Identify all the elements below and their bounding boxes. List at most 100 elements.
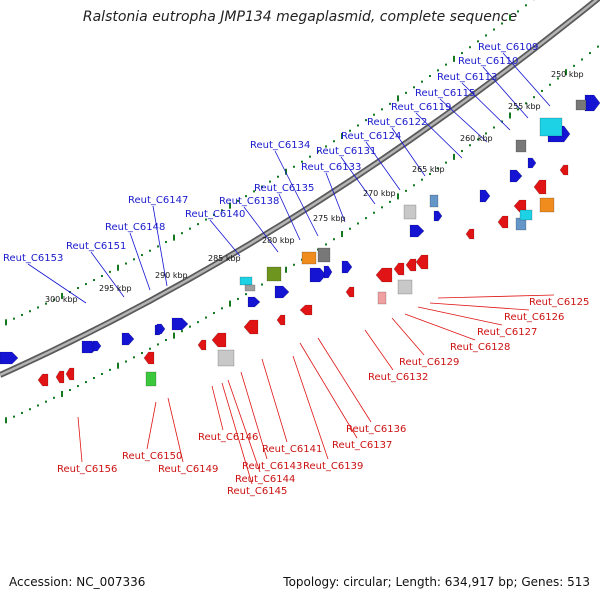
inner-tick-track-tick — [413, 184, 415, 187]
inner-tick-track-tick — [573, 64, 575, 67]
leader-line-bottom — [227, 379, 261, 473]
outer-tick-track-tick — [365, 119, 367, 122]
misc-feature — [397, 279, 413, 295]
misc-feature — [239, 276, 253, 286]
inner-tick-track-tick — [461, 150, 463, 153]
gene-label-bottom: Reut_C6136 — [346, 424, 406, 435]
inner-tick-track-tick — [453, 153, 455, 160]
gene-label-top: Reut_C6153 — [3, 253, 63, 264]
leader-line-top — [391, 127, 426, 177]
misc-feature — [429, 194, 439, 208]
leader-line-bottom — [404, 313, 476, 341]
inner-tick-track-tick — [445, 161, 447, 164]
kbp-label: 290 kbp — [155, 271, 188, 280]
inner-tick-track-tick — [261, 283, 263, 286]
reverse-gene — [415, 254, 429, 270]
gene-label-top: Reut_C6113 — [437, 72, 497, 83]
inner-tick-track-tick — [149, 347, 151, 350]
leader-line-bottom — [146, 401, 157, 450]
misc-feature — [317, 247, 331, 263]
outer-tick-track-tick — [117, 264, 119, 271]
inner-tick-track-tick — [53, 396, 55, 399]
kbp-label: 280 kbp — [262, 236, 295, 245]
outer-tick-track-tick — [357, 124, 359, 127]
gene-label-top: Reut_C6134 — [250, 140, 310, 151]
outer-tick-track-tick — [485, 34, 487, 37]
reverse-gene — [55, 370, 65, 384]
reverse-gene — [143, 351, 155, 365]
outer-tick-track-tick — [93, 279, 95, 282]
leader-line-top — [482, 66, 529, 119]
gene-label-bottom: Reut_C6144 — [235, 474, 295, 485]
gene-label-top: Reut_C6135 — [254, 183, 314, 194]
misc-feature — [519, 209, 533, 221]
inner-tick-track-tick — [221, 307, 223, 310]
leader-line-bottom — [417, 306, 503, 326]
outer-tick-track-tick — [389, 102, 391, 105]
inner-tick-track-tick — [141, 352, 143, 355]
inner-tick-track-tick — [517, 108, 519, 111]
leader-line-top — [278, 193, 301, 241]
gene-label-bottom: Reut_C6132 — [368, 372, 428, 383]
reverse-gene — [299, 304, 313, 316]
inner-tick-track-tick — [293, 263, 295, 266]
inner-tick-track-tick — [525, 102, 527, 105]
inner-tick-track-tick — [429, 173, 431, 176]
gene-label-top: Reut_C6122 — [367, 117, 427, 128]
misc-feature — [145, 371, 157, 387]
leader-line-bottom — [292, 355, 329, 460]
inner-tick-track-tick — [533, 96, 535, 99]
inner-tick-track-tick — [37, 404, 39, 407]
inner-tick-track-tick — [485, 132, 487, 135]
outer-tick-track-tick — [325, 145, 327, 148]
inner-tick-track-tick — [85, 381, 87, 384]
inner-tick-track-tick — [77, 385, 79, 388]
forward-gene — [433, 210, 443, 222]
gene-label-bottom: Reut_C6125 — [529, 297, 589, 308]
kbp-label: 270 kbp — [363, 189, 396, 198]
forward-gene — [584, 94, 600, 112]
inner-tick-track-tick — [397, 193, 399, 200]
leader-line-bottom — [167, 397, 184, 463]
reverse-gene — [276, 314, 286, 326]
inner-tick-track-tick — [341, 231, 343, 238]
inner-tick-track-tick — [165, 339, 167, 342]
inner-tick-track-tick — [365, 217, 367, 220]
gene-label-bottom: Reut_C6127 — [477, 327, 537, 338]
tick-tracks — [5, 0, 599, 424]
leader-line-top — [461, 82, 511, 131]
leader-line-bottom — [211, 385, 224, 431]
outer-tick-track-tick — [229, 202, 231, 209]
outer-tick-track-tick — [53, 298, 55, 301]
misc-feature — [377, 291, 387, 305]
kbp-label: 260 kbp — [460, 134, 493, 143]
outer-tick-track-tick — [237, 199, 239, 202]
gene-label-top: Reut_C6124 — [341, 131, 401, 142]
inner-tick-track-tick — [133, 356, 135, 359]
inner-tick-track-tick — [29, 408, 31, 411]
inner-tick-track-tick — [557, 77, 559, 80]
kbp-label: 255 kbp — [508, 102, 541, 111]
reverse-gene — [465, 228, 475, 240]
gene-label-bottom: Reut_C6145 — [227, 486, 287, 497]
outer-tick-track-tick — [437, 69, 439, 72]
misc-feature — [515, 139, 527, 153]
kbp-label: 275 kbp — [313, 214, 346, 223]
accession-text: Accession: NC_007336 — [9, 575, 146, 589]
leader-line-top — [27, 263, 87, 304]
inner-tick-track-tick — [157, 343, 159, 346]
forward-gene — [527, 157, 537, 169]
leader-line-top — [90, 251, 125, 298]
forward-gene — [247, 296, 261, 308]
gene-label-top: Reut_C6115 — [415, 88, 475, 99]
inner-tick-track-tick — [597, 45, 599, 48]
misc-feature — [244, 284, 256, 292]
backbone-highlight — [0, 0, 599, 377]
misc-feature — [403, 204, 417, 220]
inner-tick-track-tick — [117, 362, 119, 369]
inner-tick-track-tick — [405, 189, 407, 192]
leader-line-top — [274, 150, 319, 237]
gene-label-top: Reut_C6151 — [66, 241, 126, 252]
forward-gene — [0, 351, 19, 365]
